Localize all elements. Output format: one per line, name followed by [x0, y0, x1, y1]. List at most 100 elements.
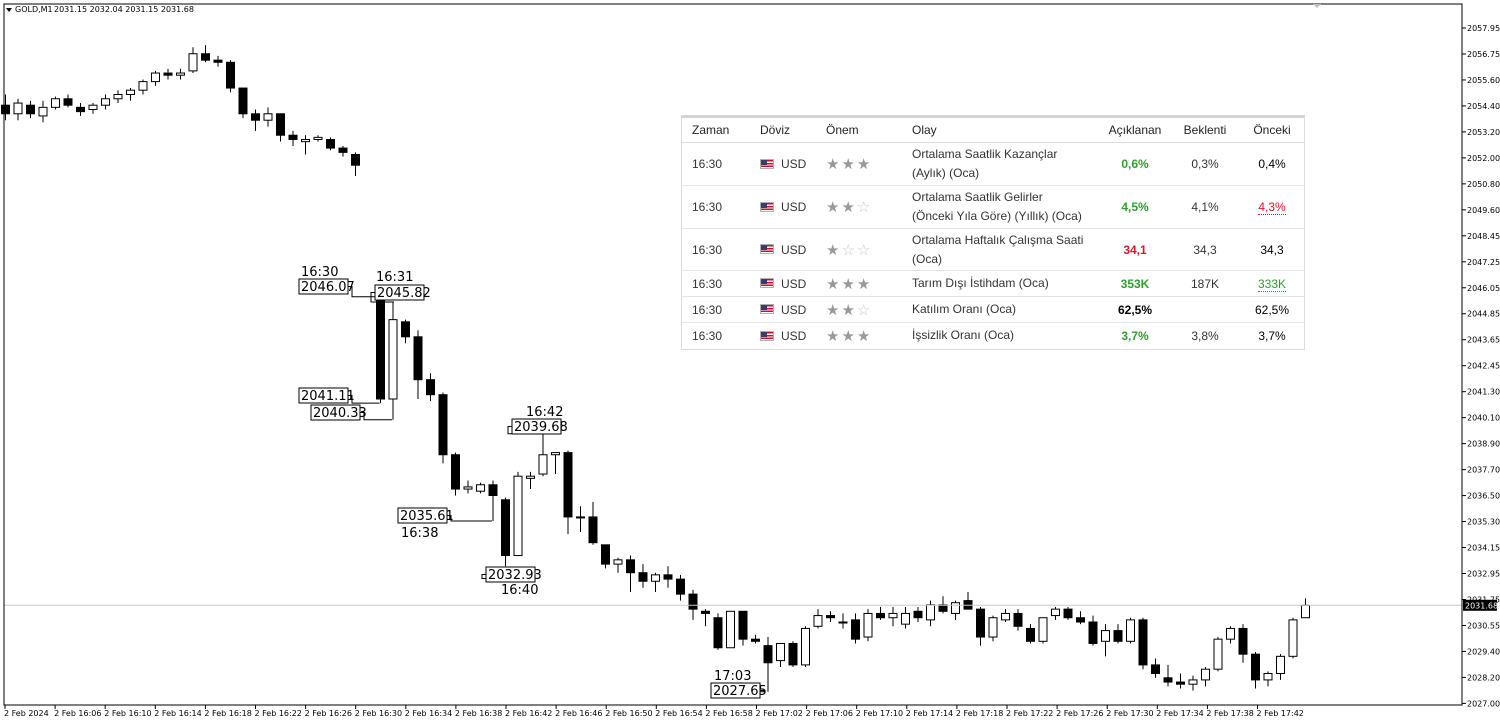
candle[interactable]	[663, 566, 673, 588]
candle[interactable]	[451, 452, 460, 496]
candle[interactable]	[851, 613, 860, 644]
col-actual-header[interactable]: Açıklanan	[1100, 118, 1170, 143]
col-time-header[interactable]: Zaman	[682, 118, 760, 143]
candle[interactable]	[901, 607, 910, 629]
candle[interactable]	[776, 642, 785, 668]
candle[interactable]	[1276, 654, 1285, 680]
candle[interactable]	[788, 641, 798, 668]
candle[interactable]	[626, 555, 635, 592]
candle[interactable]	[313, 135, 323, 142]
candle[interactable]	[376, 296, 385, 404]
candle[interactable]	[326, 137, 335, 151]
candle[interactable]	[238, 87, 248, 119]
candle[interactable]	[501, 497, 510, 567]
candle[interactable]	[726, 610, 735, 649]
col-forecast-header[interactable]: Beklenti	[1170, 118, 1240, 143]
candle[interactable]	[1163, 664, 1173, 687]
candle[interactable]	[913, 607, 923, 623]
candle[interactable]	[513, 471, 523, 557]
candle[interactable]	[763, 637, 773, 692]
candle[interactable]	[738, 610, 748, 646]
candle[interactable]	[388, 302, 398, 420]
candle[interactable]	[63, 94, 73, 108]
col-event-header[interactable]: Olay	[912, 118, 1100, 143]
candle[interactable]	[1113, 624, 1123, 644]
candle[interactable]	[713, 613, 723, 650]
candle[interactable]	[1101, 624, 1110, 657]
candle[interactable]	[976, 607, 985, 646]
calendar-row[interactable]: 16:30 USD ★★★ İşsizlik Oranı (Oca) 3,7% 3,8% 3…	[682, 323, 1304, 349]
candle[interactable]	[601, 544, 610, 569]
candle[interactable]	[1263, 671, 1273, 687]
col-currency-header[interactable]: Döviz	[760, 118, 826, 143]
candle[interactable]	[401, 319, 410, 344]
dropdown-triangle-icon[interactable]	[6, 8, 12, 12]
event-name[interactable]: Katılım Oranı (Oca)	[912, 296, 1100, 323]
candle[interactable]	[138, 79, 148, 95]
candle[interactable]	[76, 103, 85, 116]
chart-shift-marker-icon[interactable]	[1313, 4, 1321, 8]
candle[interactable]	[1226, 626, 1235, 644]
col-previous-header[interactable]: Önceki	[1240, 118, 1304, 143]
candle[interactable]	[588, 501, 598, 545]
candle[interactable]	[251, 109, 260, 131]
candle[interactable]	[551, 452, 560, 475]
event-name[interactable]: Tarım Dışı İstihdam (Oca)	[912, 270, 1100, 297]
candle[interactable]	[1013, 609, 1023, 631]
candle[interactable]	[701, 609, 710, 627]
candle[interactable]	[413, 330, 423, 399]
candle[interactable]	[1138, 617, 1148, 670]
col-importance-header[interactable]: Önem	[826, 118, 912, 143]
candle[interactable]	[951, 600, 960, 620]
candle[interactable]	[838, 613, 848, 629]
candle[interactable]	[1126, 617, 1135, 644]
candle[interactable]	[1251, 652, 1260, 689]
candle[interactable]	[813, 609, 823, 629]
candle[interactable]	[188, 47, 198, 74]
candle[interactable]	[1076, 611, 1085, 625]
calendar-row[interactable]: 16:30 USD ★★★ Ortalama Saatlik Kazançlar (Ay…	[682, 142, 1304, 186]
candle[interactable]	[801, 626, 810, 668]
candle[interactable]	[213, 55, 223, 67]
event-name[interactable]: Ortalama Saatlik Kazançlar (Aylık) (Oca)	[912, 142, 1100, 186]
candle[interactable]	[1201, 667, 1210, 687]
candle[interactable]	[863, 609, 873, 642]
candle[interactable]	[651, 572, 660, 592]
candle[interactable]	[638, 564, 648, 588]
candle[interactable]	[463, 480, 473, 494]
candle[interactable]	[1151, 658, 1160, 678]
candle[interactable]	[176, 68, 185, 80]
candle[interactable]	[613, 557, 623, 573]
candle[interactable]	[351, 152, 360, 176]
event-name[interactable]: Ortalama Saatlik Gelirler (Önceki Yıla Gö…	[912, 185, 1100, 229]
candle[interactable]	[263, 107, 273, 127]
candle[interactable]	[13, 98, 23, 121]
calendar-row[interactable]: 16:30 USD ★★☆ Ortalama Saatlik Gelirler (Önc…	[682, 185, 1304, 229]
candle[interactable]	[1213, 637, 1223, 672]
candle[interactable]	[988, 615, 998, 642]
candle[interactable]	[1188, 675, 1198, 691]
event-name[interactable]: Ortalama Haftalık Çalışma Saati (Oca)	[912, 228, 1100, 271]
candle[interactable]	[338, 145, 348, 157]
candle[interactable]	[201, 45, 210, 63]
candle[interactable]	[576, 506, 585, 532]
calendar-row[interactable]: 16:30 USD ★★☆ Katılım Oranı (Oca) 62,5% 62,5%	[682, 296, 1304, 323]
candle[interactable]	[1001, 609, 1010, 623]
candle[interactable]	[1288, 617, 1298, 659]
candle[interactable]	[51, 96, 60, 110]
candle[interactable]	[1026, 624, 1035, 644]
candle[interactable]	[563, 450, 573, 535]
candle[interactable]	[488, 480, 498, 522]
candle[interactable]	[426, 373, 435, 402]
candle[interactable]	[38, 100, 48, 123]
candle[interactable]	[163, 68, 173, 80]
candle[interactable]	[526, 471, 535, 490]
candle[interactable]	[226, 60, 235, 93]
calendar-row[interactable]: 16:30 USD ★★★ Tarım Dışı İstihdam (Oca) 353K…	[682, 270, 1304, 297]
candle[interactable]	[113, 90, 123, 104]
candle[interactable]	[1088, 615, 1098, 646]
candle[interactable]	[1063, 607, 1073, 620]
candle[interactable]	[301, 135, 310, 155]
candle[interactable]	[288, 130, 298, 146]
